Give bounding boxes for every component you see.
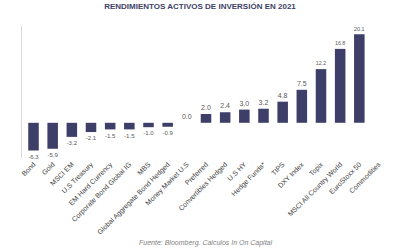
- svg-text:Global Aggregate Bond Hedged: Global Aggregate Bond Hedged: [96, 161, 172, 237]
- svg-text:Preferred: Preferred: [184, 161, 210, 187]
- svg-text:MBS: MBS: [136, 161, 152, 177]
- svg-text:U.S HY: U.S HY: [226, 161, 248, 183]
- svg-text:-3.2: -3.2: [67, 140, 78, 146]
- svg-text:Fuente: Bloomberg. Calculos In: Fuente: Bloomberg. Calculos In On Capita…: [139, 239, 273, 247]
- svg-text:Commodities: Commodities: [348, 160, 382, 194]
- svg-text:2.0: 2.0: [201, 104, 211, 111]
- svg-text:0.0: 0.0: [182, 113, 192, 120]
- svg-text:-5.9: -5.9: [47, 152, 58, 158]
- svg-text:Topix: Topix: [308, 160, 326, 178]
- svg-text:Money Market U.S: Money Market U.S: [144, 161, 191, 208]
- svg-text:Hedge Funds*: Hedge Funds*: [230, 161, 267, 198]
- svg-text:2.4: 2.4: [220, 102, 230, 109]
- svg-text:Bond: Bond: [20, 161, 37, 178]
- svg-text:20.1: 20.1: [354, 26, 364, 32]
- svg-text:DXY Index: DXY Index: [276, 160, 305, 189]
- svg-text:Gold: Gold: [40, 161, 55, 176]
- svg-text:12.2: 12.2: [316, 60, 326, 66]
- svg-text:Corporate Bond Global IG: Corporate Bond Global IG: [70, 161, 133, 224]
- svg-text:4.8: 4.8: [278, 92, 288, 99]
- svg-text:Convertibles Hedged: Convertibles Hedged: [177, 161, 229, 213]
- svg-text:MSCI All Country World: MSCI All Country World: [287, 161, 345, 219]
- svg-text:7.5: 7.5: [297, 80, 307, 87]
- svg-text:-1.5: -1.5: [124, 133, 135, 139]
- svg-text:U.S Treasury: U.S Treasury: [60, 160, 95, 195]
- svg-text:-1.0: -1.0: [143, 130, 154, 136]
- svg-text:16.8: 16.8: [335, 40, 345, 46]
- svg-text:-0.9: -0.9: [162, 130, 173, 136]
- svg-text:TIPS: TIPS: [270, 161, 286, 177]
- svg-text:-1.5: -1.5: [105, 133, 116, 139]
- svg-text:EuroStoxx 50: EuroStoxx 50: [328, 161, 363, 196]
- svg-text:EM Hard Currency: EM Hard Currency: [67, 160, 114, 207]
- svg-text:-2.1: -2.1: [86, 135, 97, 141]
- svg-text:MSCI EM: MSCI EM: [49, 161, 75, 187]
- svg-text:-6.3: -6.3: [28, 154, 39, 160]
- svg-text:RENDIMIENTOS ACTIVOS DE INVERS: RENDIMIENTOS ACTIVOS DE INVERSIÓN EN 202…: [104, 2, 296, 11]
- svg-text:3.0: 3.0: [239, 100, 249, 107]
- svg-text:3.2: 3.2: [259, 99, 269, 106]
